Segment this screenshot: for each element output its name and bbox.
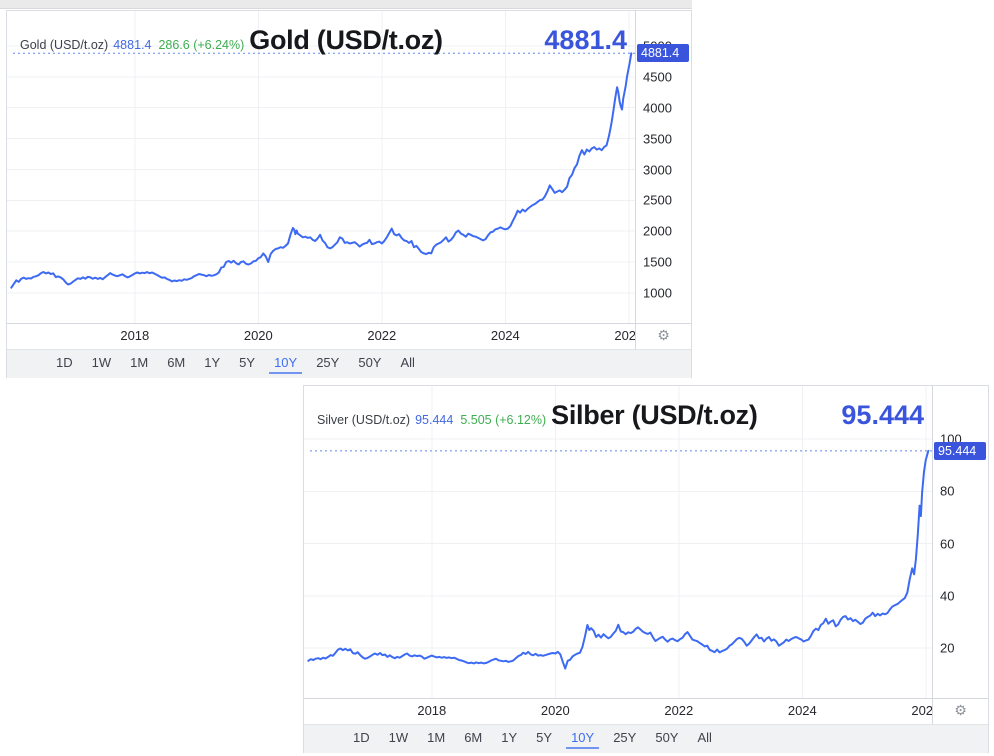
range-button-1m[interactable]: 1M bbox=[422, 729, 450, 749]
gold-chart-area: 5000450040003500300025002000150010004881… bbox=[7, 11, 691, 323]
gridlines bbox=[7, 11, 635, 323]
range-button-1y[interactable]: 1Y bbox=[496, 729, 522, 749]
time-axis-tick: 2022 bbox=[367, 328, 397, 343]
price-axis-tick: 4000 bbox=[643, 100, 672, 116]
gold-axis-corner: ⚙ bbox=[635, 324, 691, 349]
time-axis-tick: 2018 bbox=[417, 703, 447, 718]
silver-time-axis-labels[interactable]: 2018 2020 2022 2024 2026 bbox=[304, 699, 932, 724]
price-polyline bbox=[307, 449, 930, 670]
range-button-1w[interactable]: 1W bbox=[87, 354, 117, 374]
price-axis-tick: 4500 bbox=[643, 69, 672, 85]
price-axis-tick: 80 bbox=[940, 483, 955, 499]
range-button-1d[interactable]: 1D bbox=[51, 354, 78, 374]
time-axis-tick: 2020 bbox=[540, 703, 570, 718]
window-top-strip bbox=[0, 0, 692, 9]
price-axis-tick: 2500 bbox=[643, 192, 672, 208]
silver-range-bar: 1D 1W 1M 6M 1Y 5Y 10Y 25Y 50Y All bbox=[304, 724, 988, 753]
last-price-badge: 95.444 bbox=[934, 441, 986, 460]
range-button-50y[interactable]: 50Y bbox=[650, 729, 683, 749]
time-axis-tick: 2018 bbox=[120, 328, 150, 343]
range-button-10y[interactable]: 10Y bbox=[566, 729, 600, 750]
gold-price-axis[interactable]: 5000450040003500300025002000150010004881… bbox=[635, 11, 691, 323]
gold-time-axis: 2018 2020 2022 2024 2026 ⚙ bbox=[7, 323, 691, 349]
price-polyline bbox=[10, 52, 633, 289]
range-button-6m[interactable]: 6M bbox=[162, 354, 190, 374]
range-button-1w[interactable]: 1W bbox=[384, 729, 414, 749]
time-axis-tick: 2024 bbox=[787, 703, 817, 718]
range-button-all[interactable]: All bbox=[395, 354, 419, 374]
silver-chart-panel: 100 80 60 40 20 95.444 Silver (USD/t.oz) 95.4… bbox=[303, 385, 989, 753]
range-button-all[interactable]: All bbox=[692, 729, 716, 749]
silver-chart-area: 100 80 60 40 20 95.444 Silver (USD/t.oz) 95.4… bbox=[304, 386, 988, 698]
time-axis-tick: 2026 bbox=[911, 703, 932, 718]
silver-axis-corner: ⚙ bbox=[932, 699, 988, 724]
range-button-6m[interactable]: 6M bbox=[459, 729, 487, 749]
time-axis-tick: 2020 bbox=[243, 328, 273, 343]
gridlines bbox=[304, 386, 932, 698]
price-axis-tick: 20 bbox=[940, 640, 955, 656]
settings-gear-icon[interactable]: ⚙ bbox=[657, 328, 670, 344]
price-axis-tick: 40 bbox=[940, 588, 955, 604]
gold-price-line-chart[interactable] bbox=[7, 11, 635, 323]
time-axis-tick: 2026 bbox=[614, 328, 635, 343]
price-axis-tick: 60 bbox=[940, 536, 955, 551]
range-button-25y[interactable]: 25Y bbox=[608, 729, 641, 749]
silver-price-line-chart[interactable] bbox=[304, 386, 932, 698]
range-button-25y[interactable]: 25Y bbox=[311, 354, 344, 374]
price-axis-tick: 1500 bbox=[643, 254, 672, 270]
price-axis-tick: 3000 bbox=[643, 162, 672, 177]
range-button-50y[interactable]: 50Y bbox=[353, 354, 386, 374]
range-button-10y[interactable]: 10Y bbox=[269, 354, 303, 375]
time-axis-tick: 2022 bbox=[664, 703, 694, 718]
price-axis-tick: 1000 bbox=[643, 285, 672, 301]
range-button-1y[interactable]: 1Y bbox=[199, 354, 225, 374]
last-price-badge: 4881.4 bbox=[637, 44, 689, 63]
range-button-5y[interactable]: 5Y bbox=[234, 354, 260, 374]
range-button-1m[interactable]: 1M bbox=[125, 354, 153, 374]
gold-chart-panel: 5000450040003500300025002000150010004881… bbox=[6, 10, 692, 378]
settings-gear-icon[interactable]: ⚙ bbox=[954, 703, 967, 719]
gold-time-axis-labels[interactable]: 2018 2020 2022 2024 2026 bbox=[7, 324, 635, 349]
gold-range-bar: 1D 1W 1M 6M 1Y 5Y 10Y 25Y 50Y All bbox=[7, 349, 691, 378]
silver-price-axis[interactable]: 100 80 60 40 20 95.444 bbox=[932, 386, 988, 698]
range-button-5y[interactable]: 5Y bbox=[531, 729, 557, 749]
price-axis-tick: 3500 bbox=[643, 131, 672, 147]
silver-time-axis: 2018 2020 2022 2024 2026 ⚙ bbox=[304, 698, 988, 724]
range-button-1d[interactable]: 1D bbox=[348, 729, 375, 749]
price-axis-tick: 2000 bbox=[643, 223, 672, 239]
time-axis-tick: 2024 bbox=[490, 328, 520, 343]
